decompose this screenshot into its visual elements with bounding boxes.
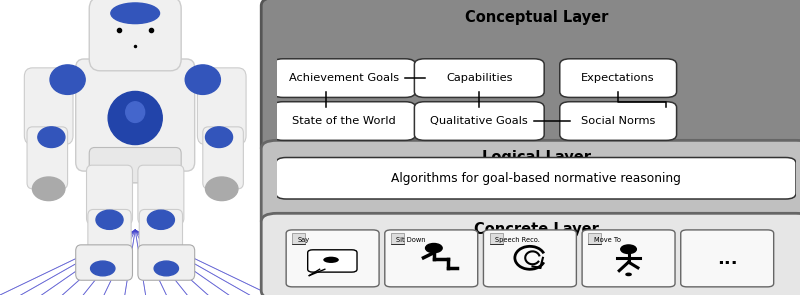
Text: ...: ... bbox=[717, 250, 738, 268]
Ellipse shape bbox=[147, 210, 174, 230]
Text: Say: Say bbox=[298, 237, 310, 243]
Text: Social Norms: Social Norms bbox=[581, 116, 655, 126]
Polygon shape bbox=[490, 233, 502, 244]
FancyBboxPatch shape bbox=[90, 148, 181, 183]
Ellipse shape bbox=[206, 127, 233, 148]
Text: Expectations: Expectations bbox=[582, 73, 655, 83]
Text: Logical Layer: Logical Layer bbox=[482, 150, 591, 165]
FancyBboxPatch shape bbox=[414, 102, 544, 140]
Text: Concrete Layer: Concrete Layer bbox=[474, 222, 599, 237]
Ellipse shape bbox=[323, 257, 339, 263]
FancyBboxPatch shape bbox=[88, 209, 131, 263]
Ellipse shape bbox=[33, 177, 65, 201]
FancyBboxPatch shape bbox=[138, 165, 184, 224]
FancyBboxPatch shape bbox=[76, 245, 133, 280]
Text: Algorithms for goal-based normative reasoning: Algorithms for goal-based normative reas… bbox=[391, 172, 681, 185]
Text: State of the World: State of the World bbox=[292, 116, 396, 126]
Ellipse shape bbox=[186, 65, 220, 94]
Ellipse shape bbox=[154, 261, 178, 276]
FancyBboxPatch shape bbox=[138, 245, 194, 280]
FancyBboxPatch shape bbox=[273, 59, 415, 97]
FancyBboxPatch shape bbox=[273, 102, 415, 140]
Text: Capabilities: Capabilities bbox=[446, 73, 513, 83]
FancyBboxPatch shape bbox=[119, 53, 151, 74]
Ellipse shape bbox=[90, 261, 115, 276]
Circle shape bbox=[621, 245, 636, 253]
Circle shape bbox=[426, 243, 442, 253]
FancyBboxPatch shape bbox=[560, 102, 677, 140]
FancyBboxPatch shape bbox=[308, 250, 357, 272]
Text: Achievement Goals: Achievement Goals bbox=[289, 73, 399, 83]
Text: Speech Reco.: Speech Reco. bbox=[495, 237, 540, 243]
Ellipse shape bbox=[96, 210, 123, 230]
FancyBboxPatch shape bbox=[139, 209, 182, 263]
FancyBboxPatch shape bbox=[76, 59, 194, 171]
FancyBboxPatch shape bbox=[262, 0, 800, 156]
FancyBboxPatch shape bbox=[86, 165, 133, 224]
Ellipse shape bbox=[38, 127, 65, 148]
FancyBboxPatch shape bbox=[24, 68, 73, 145]
FancyBboxPatch shape bbox=[90, 0, 181, 71]
Polygon shape bbox=[292, 233, 306, 244]
Polygon shape bbox=[588, 233, 602, 244]
FancyBboxPatch shape bbox=[385, 230, 478, 287]
FancyBboxPatch shape bbox=[483, 230, 576, 287]
Ellipse shape bbox=[626, 273, 631, 276]
Ellipse shape bbox=[108, 91, 162, 145]
FancyBboxPatch shape bbox=[560, 59, 677, 97]
FancyBboxPatch shape bbox=[414, 59, 544, 97]
Text: Conceptual Layer: Conceptual Layer bbox=[465, 10, 608, 25]
Text: Move To: Move To bbox=[594, 237, 621, 243]
FancyBboxPatch shape bbox=[286, 230, 379, 287]
Polygon shape bbox=[391, 233, 404, 244]
FancyBboxPatch shape bbox=[27, 127, 67, 189]
FancyBboxPatch shape bbox=[276, 158, 796, 199]
Circle shape bbox=[126, 102, 145, 122]
FancyBboxPatch shape bbox=[681, 230, 774, 287]
Ellipse shape bbox=[111, 3, 159, 24]
FancyBboxPatch shape bbox=[262, 213, 800, 295]
FancyBboxPatch shape bbox=[203, 127, 243, 189]
Text: Sit Down: Sit Down bbox=[396, 237, 426, 243]
Ellipse shape bbox=[206, 177, 238, 201]
FancyBboxPatch shape bbox=[198, 68, 246, 145]
FancyBboxPatch shape bbox=[582, 230, 675, 287]
Text: Qualitative Goals: Qualitative Goals bbox=[430, 116, 528, 126]
FancyBboxPatch shape bbox=[262, 140, 800, 229]
Ellipse shape bbox=[50, 65, 85, 94]
